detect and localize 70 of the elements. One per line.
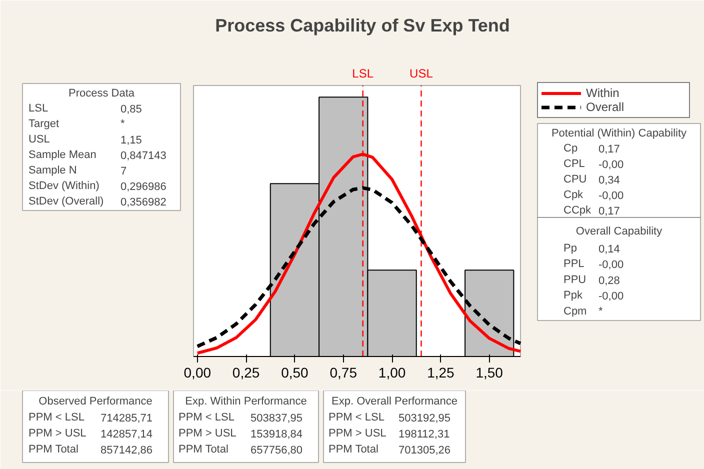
text: Cp — [564, 142, 578, 154]
text: Sample Mean — [28, 149, 96, 161]
text: 0,356982 — [120, 196, 166, 208]
text: Target — [28, 118, 60, 130]
legend-label: Overall — [586, 100, 626, 114]
text: -0,00 — [598, 290, 624, 303]
text: -0,00 — [598, 159, 624, 171]
text: PPU — [564, 274, 586, 286]
text: Potential (Within) Capability — [551, 128, 688, 140]
text: * — [598, 305, 604, 318]
text: 198112,31 — [398, 428, 450, 440]
text: LSL — [28, 102, 48, 114]
text: Observed Performance — [38, 396, 152, 408]
chart-title: Process Capability of Sv Exp Tend — [215, 16, 510, 36]
text: Cpk — [564, 189, 584, 201]
text: StDev (Overall) — [28, 196, 104, 208]
text: 7 — [120, 166, 127, 178]
x-tick-label: 1,50 — [476, 364, 504, 380]
text: 0,34 — [598, 174, 620, 186]
text: Exp. Overall Performance — [332, 396, 458, 408]
text: CCpk — [564, 204, 592, 216]
x-tick-label: 1,25 — [427, 364, 455, 380]
text: 701305,26 — [398, 444, 450, 456]
text: 1,15 — [120, 134, 142, 146]
text: 153918,84 — [250, 428, 302, 440]
text: 0,847143 — [120, 150, 166, 162]
text: PPM Total — [328, 444, 378, 456]
text: -0,00 — [598, 259, 624, 272]
text: PPM > USL — [328, 428, 386, 440]
text: CPU — [564, 174, 587, 186]
text: 0,17 — [598, 144, 620, 156]
x-tick-label: 0,75 — [330, 364, 358, 380]
text: 0,14 — [598, 244, 620, 256]
text: 857142,86 — [100, 444, 152, 456]
x-tick-label: 0,50 — [281, 364, 309, 380]
text: 0,28 — [598, 274, 620, 287]
text: Exp. Within Performance — [185, 396, 307, 408]
text: 142857,14 — [100, 428, 152, 440]
text: PPM Total — [178, 444, 228, 456]
text: PPM Total — [28, 444, 78, 456]
text: * — [120, 118, 126, 130]
text: Sample N — [28, 164, 77, 176]
ref-line-label: USL — [410, 66, 434, 80]
text: USL — [28, 134, 50, 146]
text: 0,85 — [120, 104, 142, 116]
text: PPM < LSL — [28, 412, 84, 424]
ref-line-label: LSL — [352, 66, 374, 80]
text: Overall Capability — [576, 226, 663, 238]
x-tick-label: 0,25 — [232, 364, 260, 380]
text: 0,296986 — [120, 181, 166, 193]
text: 503192,95 — [398, 412, 450, 424]
text: 0,17 — [598, 206, 620, 218]
legend-label: Within — [586, 86, 620, 100]
text: 503837,95 — [250, 412, 302, 424]
x-tick-label: 0,00 — [184, 364, 212, 380]
text: Ppk — [564, 290, 583, 302]
x-tick-label: 1,00 — [378, 364, 406, 380]
text: Pp — [564, 242, 577, 254]
text: Cpm — [564, 305, 587, 318]
text: PPL — [564, 258, 584, 270]
text: 714285,71 — [100, 412, 152, 424]
text: PPM < LSL — [328, 412, 384, 424]
text: PPM < LSL — [178, 412, 234, 424]
text: CPL — [564, 158, 585, 170]
text: PPM > USL — [28, 428, 86, 440]
text: StDev (Within) — [28, 180, 100, 192]
text: Process Data — [68, 88, 136, 100]
text: -0,00 — [598, 190, 624, 202]
text: PPM > USL — [178, 428, 236, 440]
text: 657756,80 — [250, 444, 302, 456]
